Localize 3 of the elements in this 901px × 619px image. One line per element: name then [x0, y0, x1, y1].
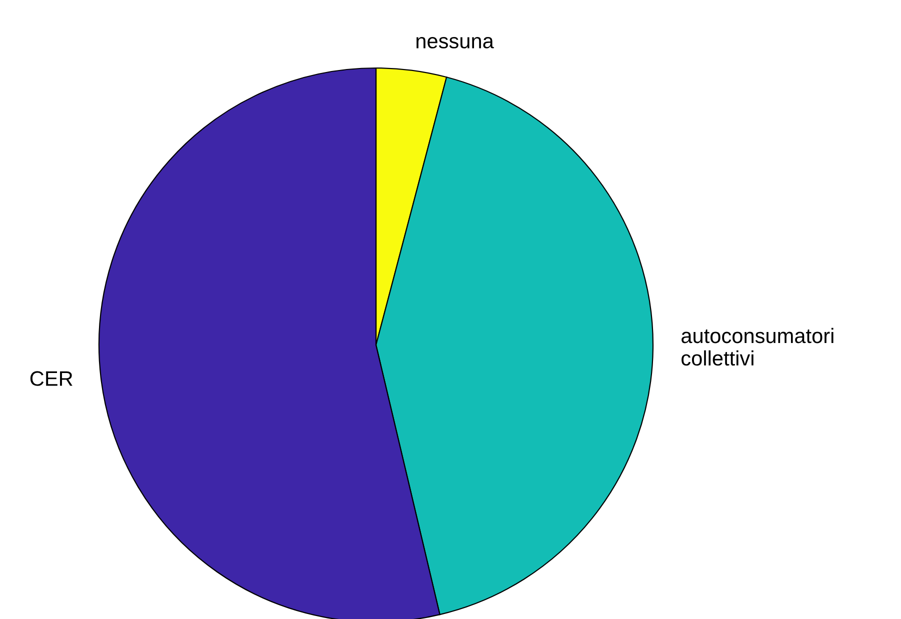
- slice-label: nessuna: [416, 37, 494, 48]
- slice-label: autoconsumatori collettivi: [682, 328, 834, 366]
- slice-label: CER: [30, 371, 72, 386]
